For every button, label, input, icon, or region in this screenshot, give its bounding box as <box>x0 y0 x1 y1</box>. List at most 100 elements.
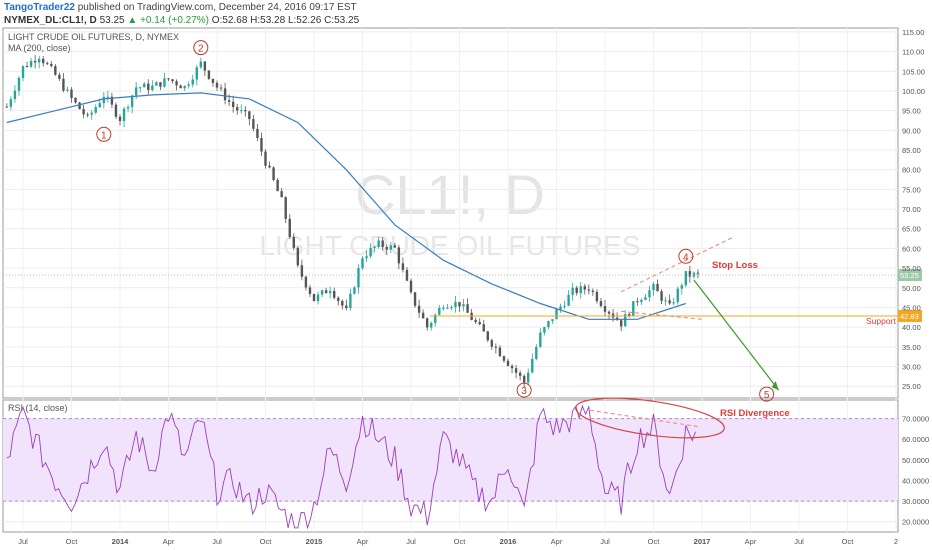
candle-body <box>482 324 485 332</box>
candle-body <box>660 291 663 301</box>
price-change: ▲ +0.14 (+0.27%) <box>127 15 210 26</box>
wave-label-circle <box>193 40 209 56</box>
candle-body <box>118 116 122 121</box>
candle-body <box>29 60 33 67</box>
candles <box>5 55 700 388</box>
candle-body <box>466 304 469 313</box>
price-tick-label: 75.00 <box>902 185 921 194</box>
series <box>6 92 696 530</box>
candle-body <box>90 112 93 115</box>
rsi-divergence-label: RSI Divergence <box>720 408 790 419</box>
candle-body <box>357 268 360 288</box>
ohlc-values: O:52.68 H:53.28 L:52.26 C:53.25 <box>211 15 360 26</box>
candle-body <box>624 314 627 327</box>
symbol-name: NYMEX_DL:CL1!, D <box>4 15 97 26</box>
time-tick-label: Jul <box>18 537 28 546</box>
candle-body <box>531 358 534 373</box>
candle-body <box>652 283 655 291</box>
ma-legend: MA (200, close) <box>8 43 71 53</box>
wave-label-number: 3 <box>521 386 527 397</box>
candle-body <box>219 87 223 89</box>
candle-body <box>518 372 522 376</box>
author-link[interactable]: TangoTrader22 <box>4 2 75 13</box>
candle-body <box>248 111 251 120</box>
candle-body <box>17 77 21 91</box>
candle-body <box>276 179 279 192</box>
candle-body <box>316 294 320 302</box>
candle-body <box>490 340 494 347</box>
candle-body <box>628 314 631 316</box>
wave-label-number: 2 <box>198 44 204 55</box>
wave-label-number: 4 <box>683 252 689 263</box>
candle-body <box>223 88 227 101</box>
symbol-line: NYMEX_DL:CL1!, D 53.25 ▲ +0.14 (+0.27%) … <box>4 15 359 26</box>
candle-body <box>37 58 41 63</box>
candle-body <box>599 301 603 307</box>
candle-body <box>450 307 453 309</box>
candle-body <box>256 128 259 139</box>
candle-body <box>328 291 332 294</box>
price-tick-label: 25.00 <box>902 382 921 391</box>
candle-body <box>207 70 211 79</box>
candle-body <box>211 78 215 83</box>
candle-body <box>5 106 9 108</box>
candle-body <box>42 58 45 64</box>
time-tick-label: 2016 <box>500 537 517 546</box>
time-tick-label: Apr <box>745 537 757 546</box>
candle-body <box>458 302 461 307</box>
time-tick-label: Oct <box>454 537 467 546</box>
candle-body <box>373 246 376 248</box>
time-tick-label: Jul <box>406 537 416 546</box>
price-tick-label: 95.00 <box>902 107 921 116</box>
candle-body <box>46 63 49 65</box>
candle-body <box>421 312 425 319</box>
candle-body <box>603 306 607 312</box>
candle-body <box>579 286 582 294</box>
candle-body <box>167 78 170 80</box>
candle-body <box>668 300 671 304</box>
candle-body <box>284 197 287 219</box>
candle-body <box>401 263 405 270</box>
candle-body <box>502 356 506 361</box>
candle-body <box>514 368 518 373</box>
candle-body <box>381 240 384 247</box>
candle-body <box>50 63 53 67</box>
candle-body <box>110 96 114 105</box>
candle-body <box>559 306 562 310</box>
time-axis: Jul Oct 2014 Apr Jul Oct 2015 Apr Jul Oct 2016 Apr J… <box>18 537 898 546</box>
candle-body <box>147 83 150 91</box>
candle-body <box>280 191 283 198</box>
wave-label-number: 1 <box>101 130 107 141</box>
candle-body <box>320 290 324 295</box>
candle-body <box>122 108 126 121</box>
candle-body <box>134 87 138 96</box>
price-axis: 115.00 110.00 105.00 100.00 95.00 90.00 85.00 8… <box>902 28 925 391</box>
annotations: 53.25 42.83 Support Stop Loss 1 2 3 4 5 RSI Diver… <box>3 40 922 439</box>
candle-body <box>74 97 77 103</box>
price-tick-label: 105.00 <box>902 67 925 76</box>
last-price-tag <box>898 268 922 281</box>
rsi-divergence-line <box>589 409 701 428</box>
candle-body <box>535 346 538 359</box>
candle-body <box>25 65 29 67</box>
rsi-legend: RSI (14, close) <box>8 403 68 413</box>
support-tag <box>898 310 922 323</box>
candle-body <box>215 82 219 88</box>
candle-body <box>231 101 235 108</box>
candle-body <box>324 290 328 294</box>
candle-body <box>446 307 449 309</box>
candle-body <box>575 287 578 294</box>
candle-body <box>94 107 97 113</box>
candle-body <box>86 114 89 116</box>
candle-body <box>151 85 154 91</box>
time-tick-label: Apr <box>163 537 175 546</box>
candle-body <box>636 301 639 303</box>
candle-body <box>361 258 364 269</box>
candle-body <box>462 304 465 307</box>
candle-body <box>187 84 190 86</box>
candle-body <box>369 247 372 257</box>
candle-body <box>296 247 300 266</box>
price-tick-label: 30.00 <box>902 363 921 372</box>
projection-arrow <box>693 279 780 391</box>
candle-body <box>648 290 651 298</box>
